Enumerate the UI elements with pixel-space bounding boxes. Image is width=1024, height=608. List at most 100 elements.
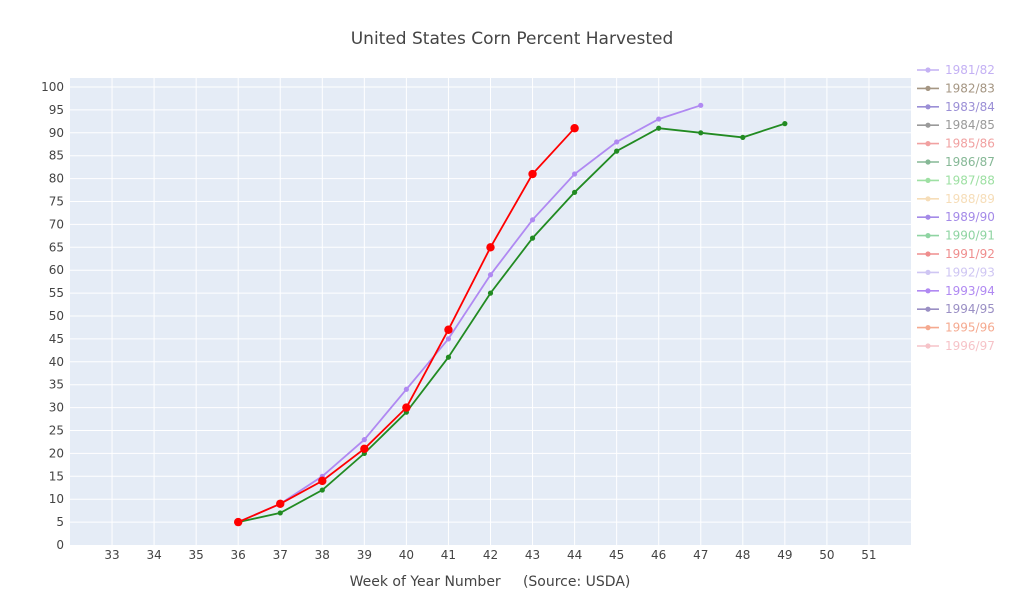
legend-item[interactable]: 1991/92: [917, 247, 995, 261]
data-point[interactable]: [487, 290, 494, 296]
legend-label: 1988/89: [945, 192, 995, 206]
x-tick-label: 50: [819, 548, 834, 562]
legend-item[interactable]: 1993/94: [917, 284, 995, 298]
legend-swatch-marker: [925, 306, 931, 312]
y-tick-label: 10: [49, 492, 64, 506]
x-tick-label: 39: [357, 548, 372, 562]
y-tick-label: 15: [49, 469, 64, 483]
data-point[interactable]: [276, 499, 285, 508]
legend-item[interactable]: 1988/89: [917, 192, 995, 206]
data-point[interactable]: [614, 139, 620, 145]
legend-swatch-marker: [925, 159, 931, 165]
legend-label: 1987/88: [945, 173, 995, 187]
x-axis-ticks: 33 34 35 36 37 38 39 40 41 42 43 44 45 46 47 48 49 50 51: [104, 548, 876, 562]
legend-item[interactable]: 1987/88: [917, 173, 995, 187]
y-tick-label: 80: [49, 172, 64, 186]
x-axis-title: Week of Year Number (Source: USDA): [350, 574, 631, 590]
legend-swatch-marker: [925, 196, 931, 202]
data-point[interactable]: [570, 124, 579, 133]
y-tick-label: 100: [41, 80, 64, 94]
legend-item[interactable]: 1983/84: [917, 100, 995, 114]
x-tick-label: 43: [525, 548, 540, 562]
data-point[interactable]: [319, 487, 325, 493]
legend-item[interactable]: 1984/85: [917, 118, 995, 132]
data-point[interactable]: [572, 171, 578, 177]
series-line: [237, 104, 702, 523]
x-tick-label: 40: [399, 548, 414, 562]
y-tick-label: 40: [49, 355, 64, 369]
data-point[interactable]: [402, 403, 411, 412]
y-tick-label: 60: [49, 263, 64, 277]
data-point[interactable]: [360, 444, 369, 454]
data-point[interactable]: [740, 134, 746, 140]
legend-item[interactable]: 1994/95: [917, 302, 995, 316]
legend-swatch-marker: [925, 214, 931, 220]
legend-item[interactable]: 1985/86: [917, 137, 995, 151]
y-tick-label: 50: [49, 309, 64, 323]
data-point[interactable]: [698, 102, 704, 108]
legend-label: 1995/96: [945, 321, 995, 335]
x-tick-label: 45: [609, 548, 624, 562]
legend-item[interactable]: 1990/91: [917, 229, 995, 243]
legend-item[interactable]: 1989/90: [917, 210, 995, 224]
series-line: [238, 122, 786, 523]
data-point[interactable]: [318, 476, 327, 486]
legend-label: 1994/95: [945, 302, 995, 316]
x-tick-label: 33: [104, 548, 119, 562]
y-tick-label: 55: [49, 286, 64, 300]
data-point[interactable]: [698, 130, 704, 136]
data-point[interactable]: [487, 272, 494, 278]
legend-swatch-marker: [925, 325, 931, 331]
data-point[interactable]: [445, 354, 452, 360]
legend-label: 1990/91: [945, 229, 995, 243]
x-tick-label: 44: [567, 548, 582, 562]
y-tick-label: 75: [49, 195, 64, 209]
legend-item[interactable]: 1992/93: [917, 265, 995, 279]
x-tick-label: 35: [189, 548, 204, 562]
legend-label: 1986/87: [945, 155, 995, 169]
y-tick-label: 5: [56, 515, 64, 529]
series-layer: [234, 102, 788, 527]
data-point[interactable]: [445, 336, 452, 342]
legend-item[interactable]: 1986/87: [917, 155, 995, 169]
data-point[interactable]: [444, 325, 453, 334]
y-tick-label: 85: [49, 149, 64, 163]
y-tick-label: 95: [49, 103, 64, 117]
data-point[interactable]: [656, 116, 662, 122]
legend-label: 1989/90: [945, 210, 995, 224]
data-point[interactable]: [528, 169, 537, 179]
data-point[interactable]: [529, 217, 536, 223]
data-point[interactable]: [656, 125, 662, 131]
legend-label: 1982/83: [945, 81, 995, 95]
y-tick-label: 65: [49, 240, 64, 254]
x-tick-label: 46: [651, 548, 666, 562]
legend-item[interactable]: 1981/82: [917, 63, 995, 77]
data-point[interactable]: [614, 148, 620, 154]
legend-swatch-marker: [925, 67, 931, 73]
legend-item[interactable]: 1996/97: [917, 339, 995, 353]
data-point[interactable]: [277, 510, 283, 516]
chart-title: United States Corn Percent Harvested: [351, 29, 674, 49]
legend-item[interactable]: 1995/96: [917, 321, 995, 335]
legend[interactable]: 1981/82 1982/83 1983/84 1984/85 1985/86 1986/…: [917, 63, 995, 353]
y-tick-label: 35: [49, 378, 64, 392]
legend-item[interactable]: 1982/83: [917, 81, 995, 95]
data-point[interactable]: [782, 121, 788, 127]
legend-label: 1996/97: [945, 339, 995, 353]
x-tick-label: 47: [693, 548, 708, 562]
legend-swatch-marker: [925, 85, 931, 91]
legend-label: 1983/84: [945, 100, 995, 114]
data-point[interactable]: [486, 243, 495, 252]
legend-swatch-marker: [925, 122, 931, 128]
x-tick-label: 51: [861, 548, 876, 562]
legend-label: 1991/92: [945, 247, 995, 261]
data-point[interactable]: [529, 235, 536, 241]
data-point[interactable]: [572, 189, 578, 195]
y-tick-label: 25: [49, 424, 64, 438]
data-point[interactable]: [403, 386, 409, 392]
x-tick-label: 48: [735, 548, 750, 562]
y-tick-label: 20: [49, 446, 64, 460]
data-point[interactable]: [361, 437, 367, 443]
data-point[interactable]: [234, 517, 243, 527]
